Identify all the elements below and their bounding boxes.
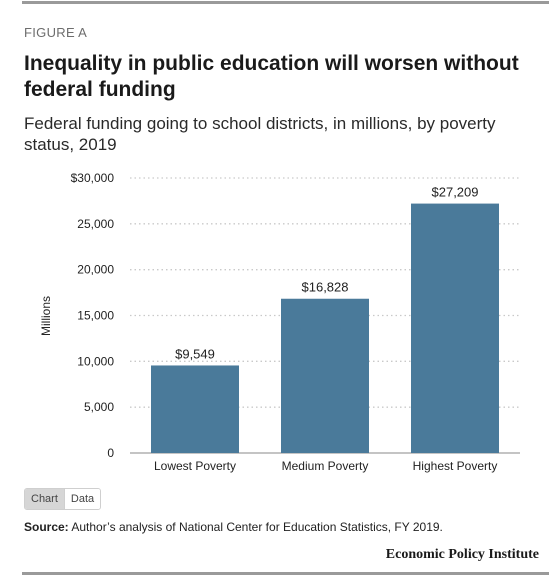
bottom-rule xyxy=(22,572,549,575)
top-rule xyxy=(22,1,549,4)
value-labels: $9,549 $16,828 $27,209 xyxy=(175,185,478,362)
brand-logo: Economic Policy Institute xyxy=(385,547,539,562)
bar-value-label: $16,828 xyxy=(302,280,349,295)
y-axis-ticks: 0 5,000 10,000 15,000 20,000 25,000 $30,000 xyxy=(71,171,115,460)
y-tick-label: 15,000 xyxy=(77,309,114,323)
chart-subtitle: Federal funding going to school district… xyxy=(24,114,496,154)
x-tick-label: Medium Poverty xyxy=(282,459,369,473)
source-label: Source: xyxy=(24,520,69,534)
bar xyxy=(411,203,499,453)
data-tab[interactable]: Data xyxy=(63,489,101,509)
y-tick-label: $30,000 xyxy=(71,171,115,185)
y-tick-label: 20,000 xyxy=(77,263,114,277)
bars xyxy=(151,203,499,453)
chart-tab[interactable]: Chart xyxy=(25,489,64,509)
y-axis-label: Millions xyxy=(39,296,53,336)
y-tick-label: 5,000 xyxy=(84,400,114,414)
x-tick-label: Lowest Poverty xyxy=(154,459,236,473)
chart-title: Inequality in public education will wors… xyxy=(24,52,519,101)
bar xyxy=(281,298,369,453)
figure-label: FIGURE A xyxy=(24,25,88,40)
source-note: Source: Author’s analysis of National Ce… xyxy=(24,520,443,534)
x-axis-ticks: Lowest Poverty Medium Poverty Highest Pove… xyxy=(154,459,497,473)
source-text: Author’s analysis of National Center for… xyxy=(68,520,443,534)
y-tick-label: 10,000 xyxy=(77,354,114,368)
chart-data-toggle[interactable]: Chart Data xyxy=(24,488,102,510)
y-tick-label: 25,000 xyxy=(77,217,114,231)
bar-value-label: $9,549 xyxy=(175,346,215,361)
bar-value-label: $27,209 xyxy=(432,185,479,200)
bar xyxy=(151,365,239,453)
x-tick-label: Highest Poverty xyxy=(413,459,498,473)
y-tick-label: 0 xyxy=(107,446,114,460)
bar-chart: 0 5,000 10,000 15,000 20,000 25,000 $30,000 $9… xyxy=(39,171,520,473)
